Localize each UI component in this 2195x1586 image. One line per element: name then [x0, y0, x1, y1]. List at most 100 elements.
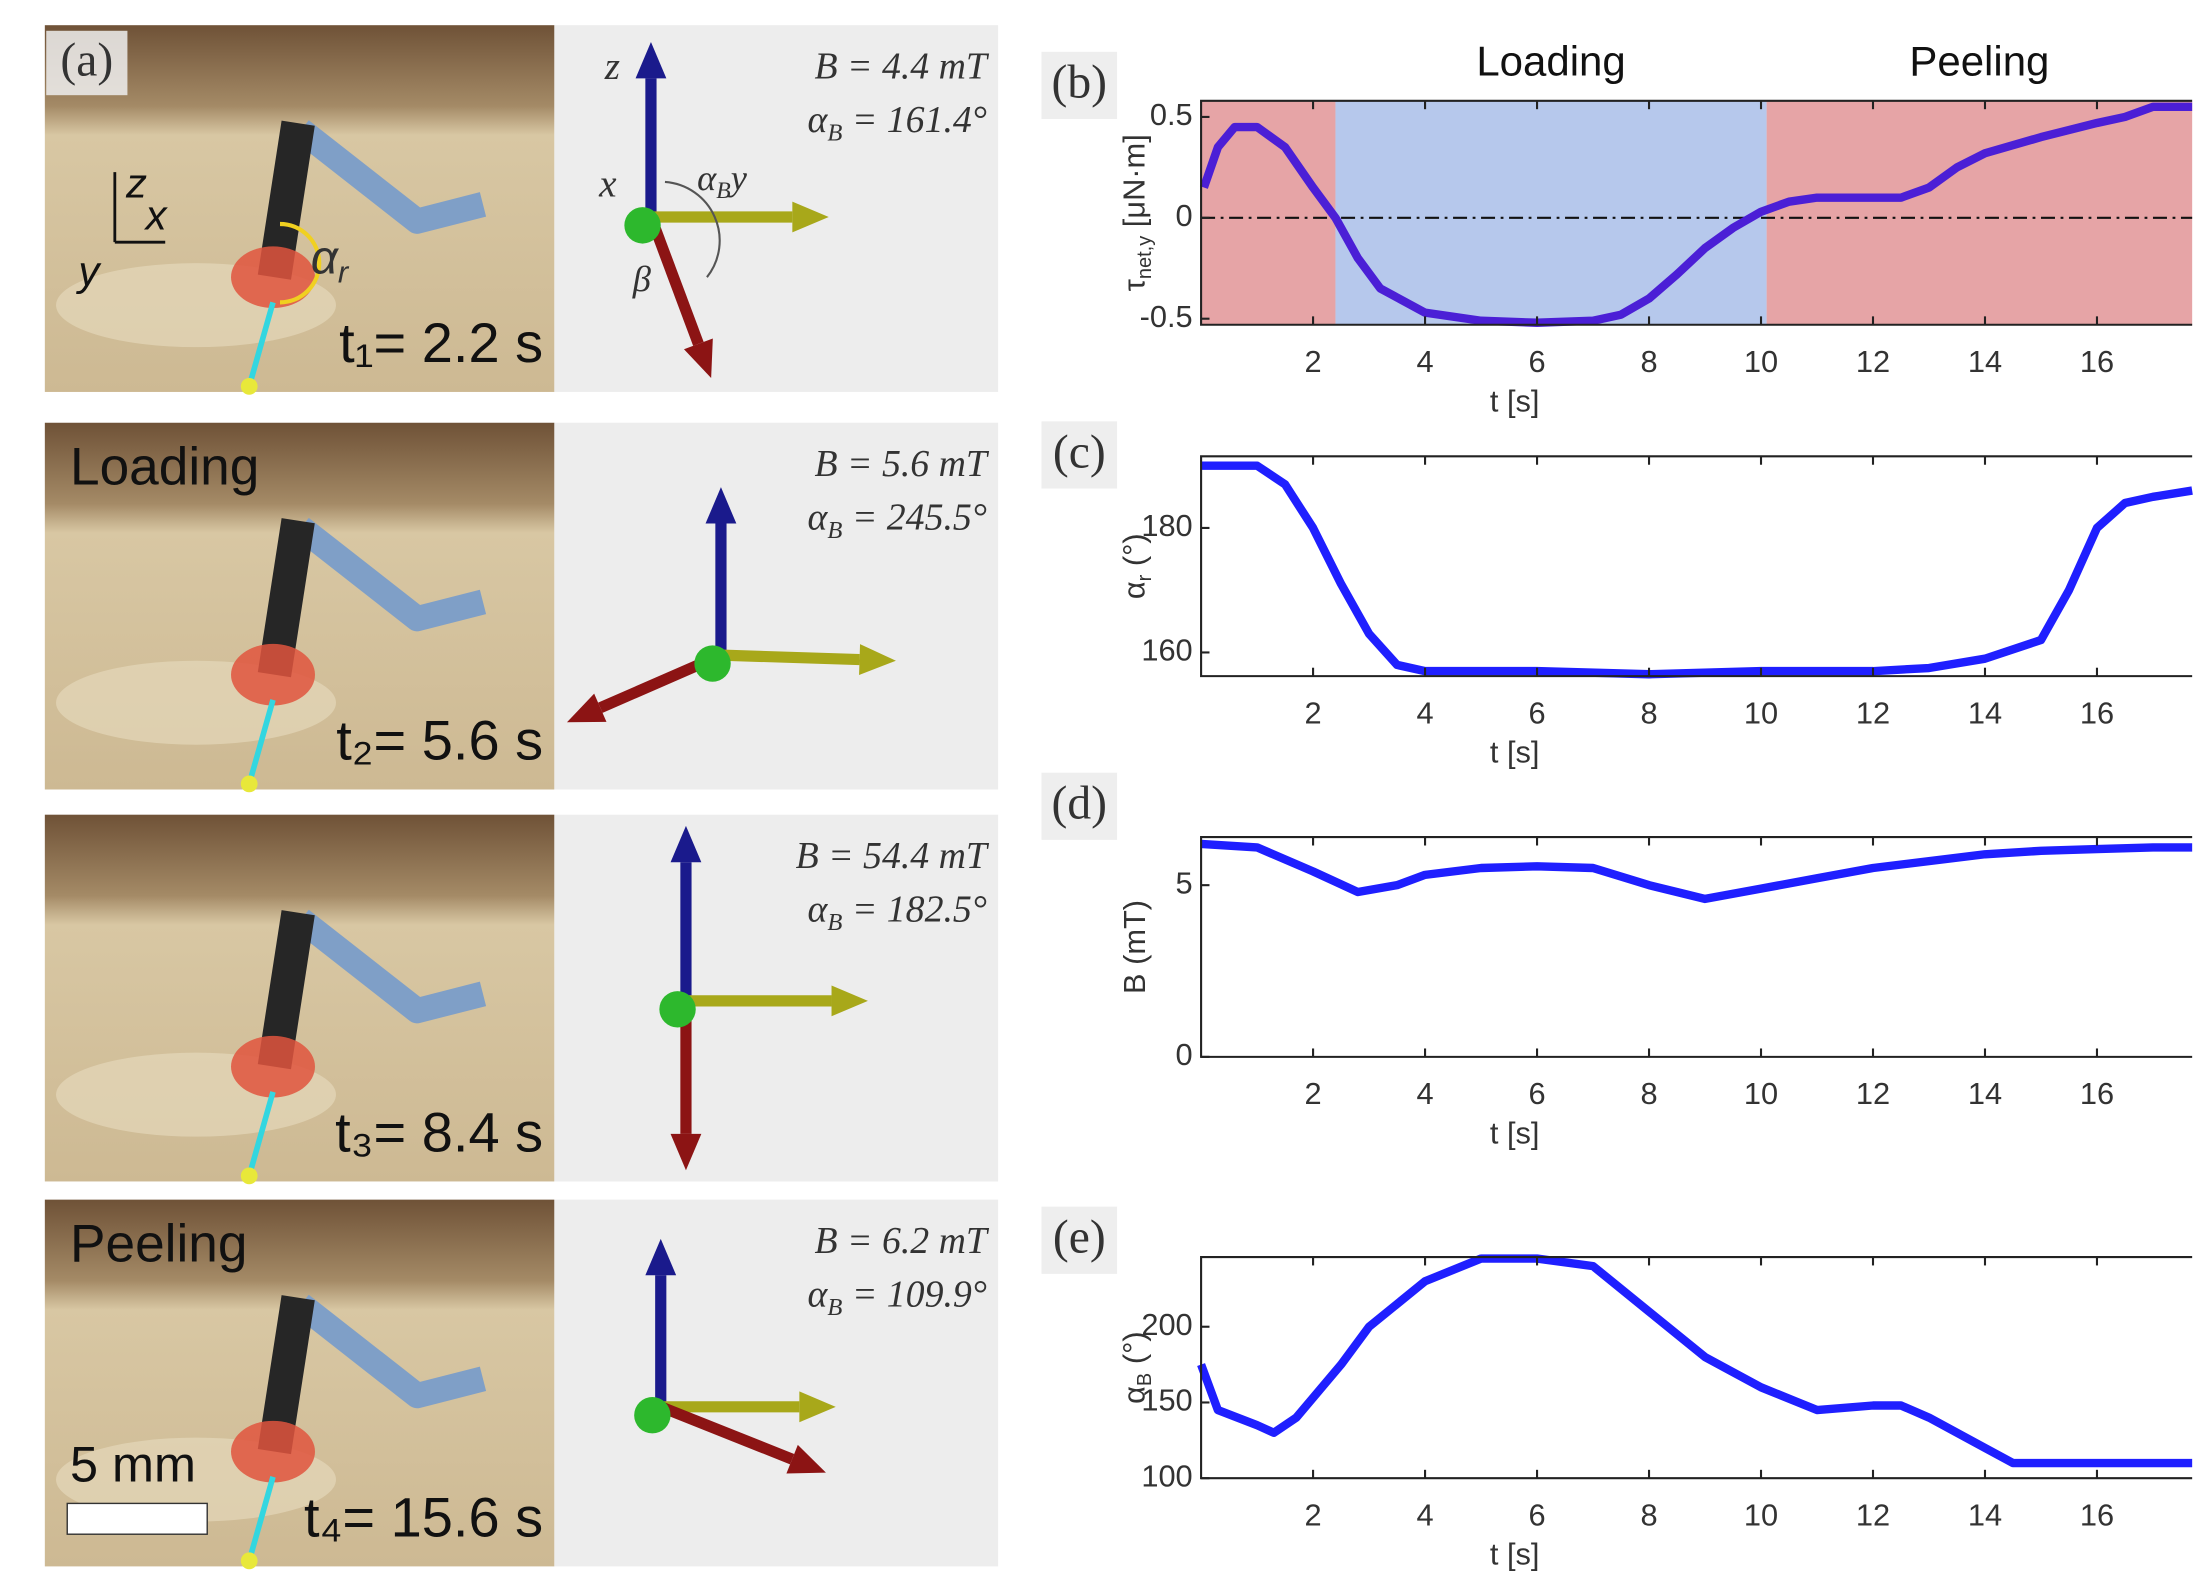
x-tick-label: 2 [1305, 1498, 1322, 1533]
phase-label: Peeling [1909, 37, 2049, 84]
panel-label: (b) [1052, 57, 1107, 109]
robot-tip [241, 1552, 258, 1569]
panel-label: (d) [1052, 778, 1107, 830]
x-tick-label: 4 [1416, 344, 1433, 379]
y-axis-label-rest: [μN·m] [1117, 134, 1152, 236]
x-axis-ball [659, 991, 695, 1027]
time-label: t₂= 5.6 s [336, 709, 543, 772]
y-axis-label-symbol: τ [1117, 279, 1152, 291]
field-angle-rest: = 109.9° [842, 1273, 987, 1315]
x-tick-label: 6 [1528, 695, 1545, 730]
x-tick-label: 16 [2080, 695, 2114, 730]
field-angle-symbol: α [808, 1273, 829, 1315]
field-strength: B = 54.4 mT [796, 835, 990, 877]
figure: B = 4.4 mTαB = 161.4°t₁= 2.2 szxyαrzxαBy… [0, 0, 2195, 1586]
triad-angle-label-symbol: α [697, 158, 717, 198]
y-tick-label: 100 [1141, 1458, 1192, 1493]
axes-frame [1201, 837, 2192, 1057]
robot-tip [241, 378, 258, 395]
robot-magnet [231, 246, 315, 308]
data-line [1201, 1259, 2192, 1464]
photo-axis-label: y [75, 247, 102, 294]
robot-magnet [231, 1036, 315, 1098]
y-tick-label: 0 [1176, 198, 1193, 233]
phase-region [1767, 101, 2193, 325]
x-tick-label: 10 [1744, 695, 1778, 730]
y-axis-label: αB (°) [1117, 1331, 1156, 1404]
y-axis-label: τnet,y [μN·m] [1117, 134, 1156, 291]
field-angle-symbol: α [808, 99, 829, 141]
field-strength: B = 6.2 mT [814, 1220, 989, 1262]
field-angle-rest: = 161.4° [842, 99, 987, 141]
field-strength: B = 5.6 mT [814, 443, 989, 485]
field-angle-symbol: α [808, 888, 829, 930]
x-tick-label: 6 [1528, 1498, 1545, 1533]
field-angle-subscript: B [827, 909, 842, 936]
time-label: t₄= 15.6 s [304, 1485, 543, 1548]
photo-axis-label: z [125, 159, 147, 206]
field-angle-rest: = 245.5° [842, 496, 987, 538]
x-tick-label: 2 [1305, 344, 1322, 379]
data-line [1201, 844, 2192, 899]
y-tick-label: 5 [1176, 865, 1193, 900]
triad-angle-label-subscript: B [716, 178, 730, 204]
x-tick-label: 10 [1744, 1498, 1778, 1533]
triad-angle-label-rest: y [727, 158, 748, 198]
phase-label: Loading [1476, 37, 1625, 84]
x-tick-label: 12 [1856, 344, 1890, 379]
robot-magnet [231, 644, 315, 706]
robot-angle-label-symbol: α [311, 231, 340, 284]
y-axis-label: B (mT) [1117, 900, 1152, 994]
x-tick-label: 14 [1968, 344, 2002, 379]
stage-label: Peeling [70, 1214, 247, 1273]
x-tick-label: 4 [1416, 1076, 1433, 1111]
y-tick-label: 0.5 [1150, 97, 1193, 132]
y-axis-label-symbol: α [1117, 1386, 1152, 1404]
triad-z-label: z [604, 45, 620, 88]
x-tick-label: 8 [1640, 344, 1657, 379]
x-tick-label: 2 [1305, 695, 1322, 730]
y-axis-label-subscript: B [1134, 1373, 1156, 1386]
x-axis-label: t [s] [1490, 735, 1540, 770]
x-tick-label: 6 [1528, 1076, 1545, 1111]
x-axis-ball [694, 645, 730, 681]
x-axis-label: t [s] [1490, 1115, 1540, 1150]
data-line [1201, 466, 2192, 675]
robot-magnet [231, 1421, 315, 1483]
panel-label: (c) [1053, 426, 1106, 478]
x-tick-label: 2 [1305, 1076, 1322, 1111]
x-tick-label: 14 [1968, 695, 2002, 730]
x-tick-label: 16 [2080, 344, 2114, 379]
time-label: t₁= 2.2 s [339, 311, 543, 374]
y-tick-label: 160 [1141, 633, 1192, 668]
x-tick-label: 4 [1416, 695, 1433, 730]
x-tick-label: 8 [1640, 1498, 1657, 1533]
y-axis-label-subscript: net,y [1134, 236, 1156, 279]
x-axis-ball [624, 207, 660, 243]
x-axis-label: t [s] [1490, 383, 1540, 418]
field-angle-symbol: α [808, 496, 829, 538]
robot-tip [241, 1167, 258, 1184]
y-axis-label-rest: (°) [1117, 1331, 1152, 1372]
panel-label: (e) [1053, 1212, 1106, 1264]
phase-region [1335, 101, 1766, 325]
y-axis-label: αr (°) [1117, 533, 1156, 599]
x-tick-label: 8 [1640, 695, 1657, 730]
robot-angle-label-subscript: r [338, 255, 350, 290]
stage-label: Loading [70, 437, 259, 496]
y-tick-label: 0 [1176, 1037, 1193, 1072]
field-strength: B = 4.4 mT [814, 46, 989, 88]
x-tick-label: 10 [1744, 344, 1778, 379]
scale-bar-label: 5 mm [70, 1436, 196, 1493]
field-angle-subscript: B [827, 119, 842, 146]
x-tick-label: 8 [1640, 1076, 1657, 1111]
y-axis-label-symbol: α [1117, 581, 1152, 599]
y-axis-label-rest: (°) [1117, 533, 1152, 574]
y-axis-label-subscript: r [1134, 574, 1156, 581]
x-tick-label: 12 [1856, 1076, 1890, 1111]
field-angle-subscript: B [827, 517, 842, 544]
robot-tip [241, 776, 258, 793]
axes-frame [1201, 1257, 2192, 1478]
panel-label: (a) [60, 34, 113, 86]
x-tick-label: 4 [1416, 1498, 1433, 1533]
